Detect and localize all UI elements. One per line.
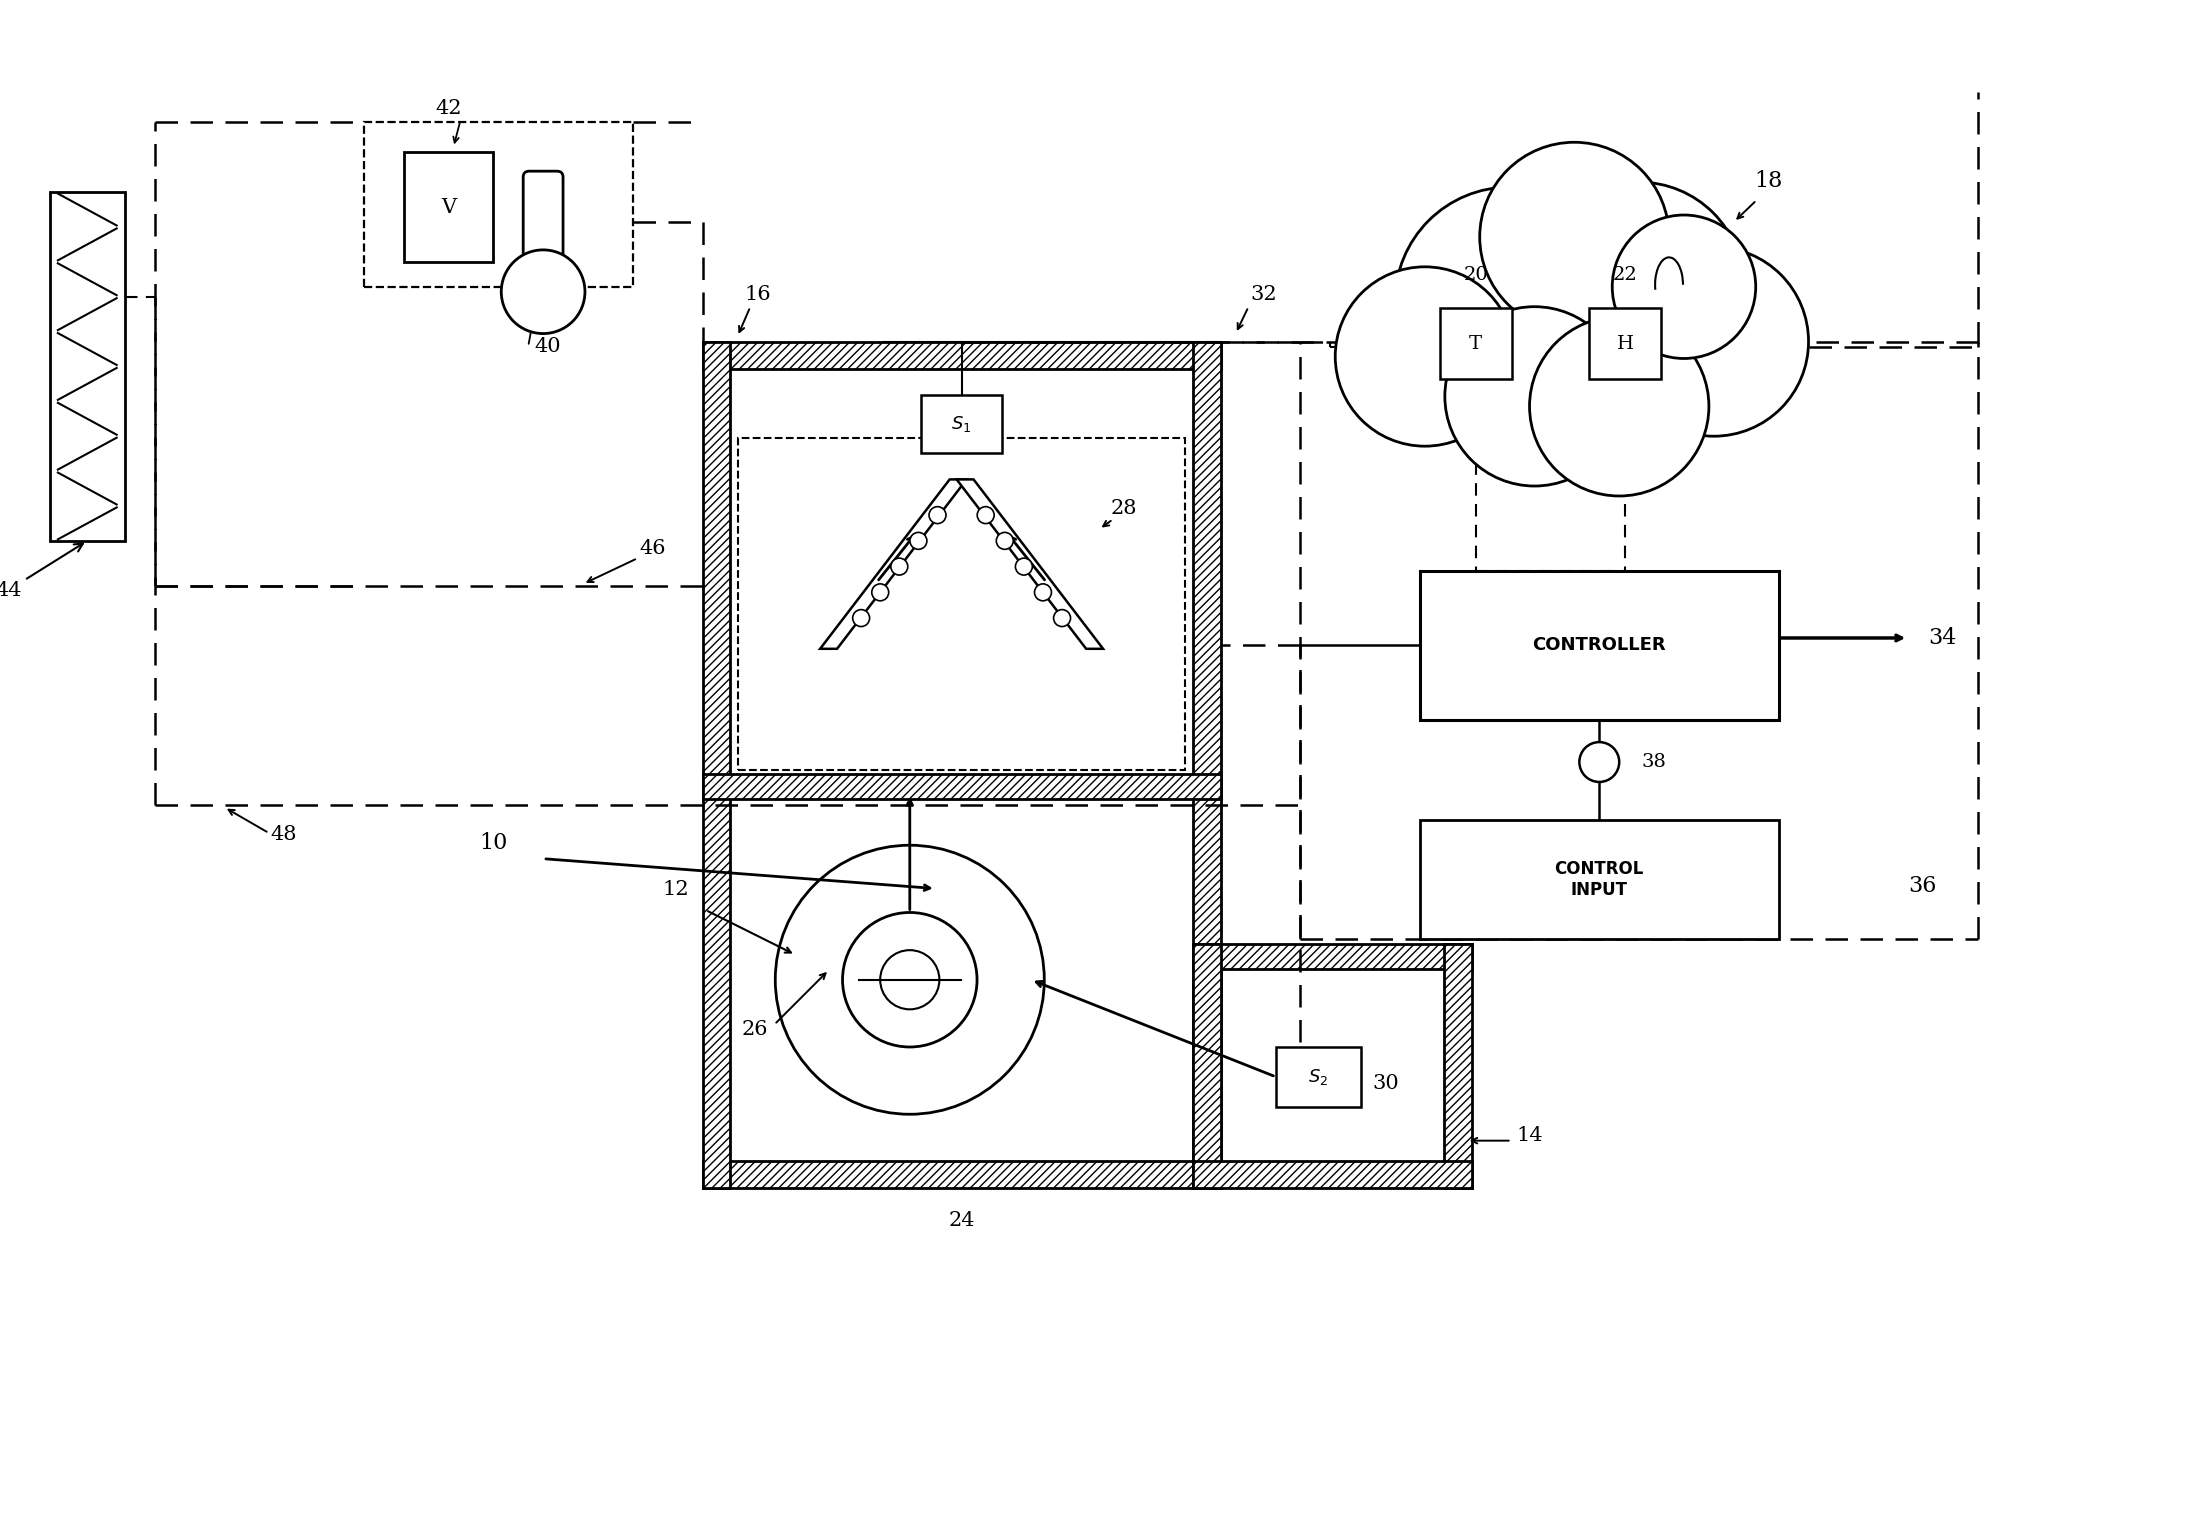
Circle shape — [842, 913, 977, 1047]
Circle shape — [853, 610, 870, 627]
Bar — [739, 439, 1185, 770]
Text: 48: 48 — [271, 825, 297, 844]
Bar — [1443, 944, 1471, 1189]
Circle shape — [1480, 142, 1670, 331]
Polygon shape — [957, 479, 1104, 648]
Bar — [920, 396, 1003, 453]
Bar — [404, 152, 494, 262]
Circle shape — [1016, 557, 1032, 574]
Bar — [1421, 571, 1779, 721]
Circle shape — [997, 533, 1014, 550]
Text: 18: 18 — [1755, 169, 1784, 192]
Text: $S_1$: $S_1$ — [951, 414, 973, 434]
Bar — [1441, 308, 1511, 379]
Text: 14: 14 — [1517, 1126, 1543, 1144]
Circle shape — [1535, 182, 1744, 391]
Bar — [363, 122, 632, 286]
Text: 12: 12 — [662, 879, 689, 899]
Circle shape — [977, 507, 995, 524]
Bar — [1194, 944, 1471, 969]
Circle shape — [1530, 317, 1709, 496]
Text: CONTROLLER: CONTROLLER — [1532, 636, 1666, 654]
Text: $S_2$: $S_2$ — [1307, 1067, 1329, 1087]
Circle shape — [1395, 188, 1624, 416]
Text: 42: 42 — [435, 100, 461, 119]
Text: 20: 20 — [1462, 266, 1489, 283]
Circle shape — [1613, 216, 1755, 359]
Circle shape — [881, 950, 940, 1009]
Text: T: T — [1469, 334, 1482, 353]
Text: 38: 38 — [1642, 753, 1666, 772]
Text: V: V — [442, 197, 457, 217]
Bar — [1589, 308, 1661, 379]
Bar — [1194, 1161, 1471, 1189]
Bar — [1421, 819, 1779, 939]
Text: 40: 40 — [536, 337, 562, 356]
Circle shape — [1336, 266, 1515, 447]
Circle shape — [1054, 610, 1071, 627]
Circle shape — [1620, 246, 1808, 436]
Bar — [702, 1161, 1220, 1189]
Circle shape — [1034, 584, 1051, 601]
Polygon shape — [820, 479, 966, 648]
Bar — [702, 773, 1220, 799]
Text: 26: 26 — [741, 1019, 767, 1038]
Bar — [702, 342, 1220, 370]
Bar — [1277, 1047, 1360, 1107]
Text: 24: 24 — [949, 1212, 975, 1230]
Circle shape — [501, 249, 586, 334]
Bar — [1194, 342, 1220, 1189]
Text: 32: 32 — [1250, 285, 1277, 303]
FancyBboxPatch shape — [522, 171, 564, 283]
Bar — [1194, 944, 1220, 1189]
Text: 36: 36 — [1908, 875, 1937, 896]
Circle shape — [872, 584, 890, 601]
Bar — [50, 192, 125, 541]
Circle shape — [1578, 742, 1620, 782]
Circle shape — [929, 507, 947, 524]
Text: 46: 46 — [640, 539, 667, 557]
Text: 34: 34 — [1928, 627, 1956, 648]
Text: 30: 30 — [1373, 1073, 1399, 1093]
Text: 28: 28 — [1110, 499, 1137, 519]
Text: H: H — [1618, 334, 1633, 353]
Circle shape — [1445, 306, 1624, 487]
Circle shape — [892, 557, 907, 574]
Text: 22: 22 — [1613, 266, 1637, 283]
Text: 16: 16 — [743, 285, 772, 303]
Bar — [702, 342, 730, 1189]
Text: 44: 44 — [0, 544, 83, 599]
Circle shape — [776, 845, 1045, 1115]
Text: 10: 10 — [479, 832, 507, 853]
Circle shape — [909, 533, 927, 550]
Text: CONTROL
INPUT: CONTROL INPUT — [1554, 861, 1644, 899]
